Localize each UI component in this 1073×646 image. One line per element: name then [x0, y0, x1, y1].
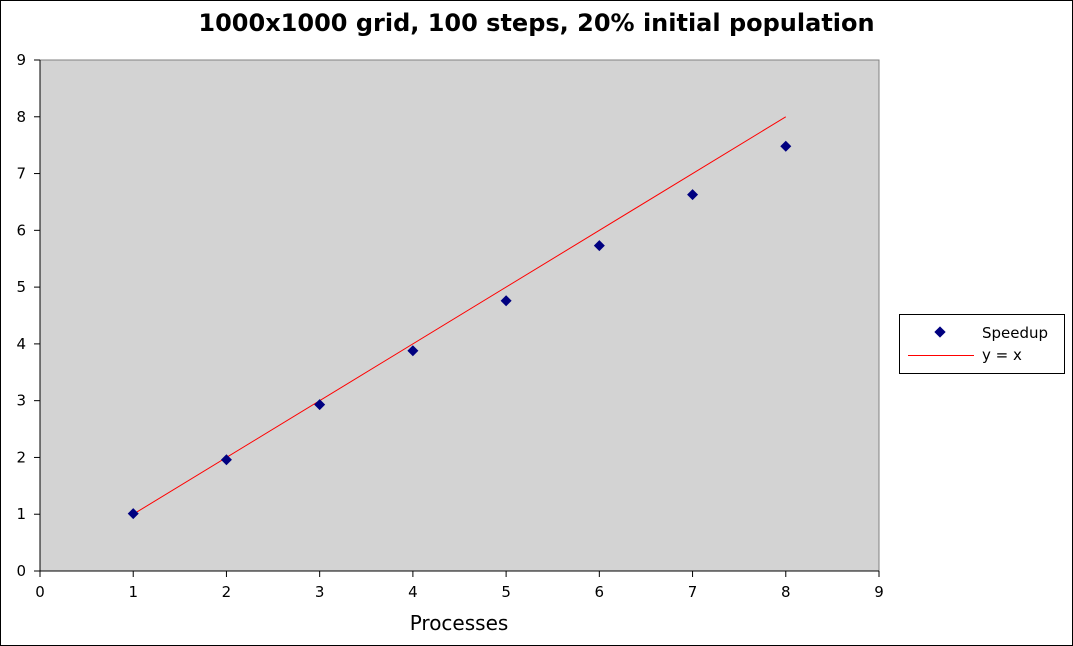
- data-point: [314, 399, 326, 411]
- y-tick-label: 9: [16, 51, 26, 69]
- x-tick-label: 7: [688, 583, 698, 601]
- series-line: [132, 116, 787, 515]
- y-tick-label: 5: [16, 278, 26, 296]
- legend-item-speedup: Speedup: [900, 322, 1064, 344]
- data-point: [220, 454, 232, 466]
- axes-layer: 0 1 2 3 4 5 6 7 8 9 0 1 2 3 4 5 6 7 8 9: [16, 51, 883, 601]
- legend-label-speedup: Speedup: [982, 324, 1049, 342]
- data-point: [407, 345, 419, 357]
- series-layer: [127, 116, 792, 520]
- data-point: [593, 240, 605, 252]
- x-tick-label: 9: [874, 583, 884, 601]
- y-tick-label: 8: [16, 108, 26, 126]
- legend-diamond-marker: [934, 326, 946, 338]
- x-tick-label: 5: [501, 583, 511, 601]
- x-tick-label: 6: [595, 583, 605, 601]
- legend-label-y-equals-x: y = x: [982, 346, 1022, 364]
- legend: Speedup y = x: [899, 314, 1065, 374]
- y-tick-label: 0: [16, 562, 26, 580]
- x-tick-label: 2: [222, 583, 232, 601]
- y-tick-label: 7: [16, 165, 26, 183]
- x-tick-label: 3: [315, 583, 325, 601]
- data-point: [780, 140, 792, 152]
- y-tick-label: 2: [16, 448, 26, 466]
- y-tick-label: 4: [16, 335, 26, 353]
- y-tick-label: 1: [16, 505, 26, 523]
- y-tick-label: 6: [16, 221, 26, 239]
- data-point: [500, 295, 512, 307]
- legend-item-y-equals-x: y = x: [900, 344, 1064, 366]
- data-point: [687, 189, 699, 201]
- y-tick-label: 3: [16, 392, 26, 410]
- x-tick-label: 8: [781, 583, 791, 601]
- chart-title: 1000x1000 grid, 100 steps, 20% initial p…: [198, 9, 875, 37]
- x-tick-label: 4: [408, 583, 418, 601]
- x-axis-title: Processes: [410, 611, 509, 635]
- data-point: [127, 508, 139, 520]
- legend-line-marker: [908, 355, 974, 356]
- x-tick-label: 1: [128, 583, 138, 601]
- x-tick-label: 0: [35, 583, 45, 601]
